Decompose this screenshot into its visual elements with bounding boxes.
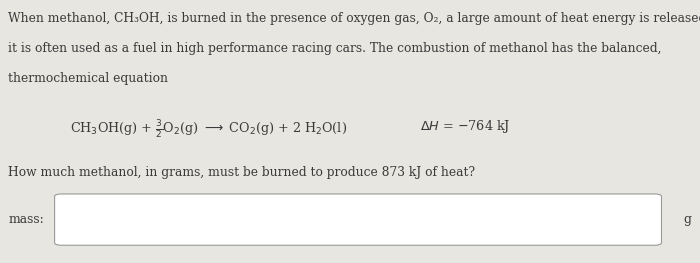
Text: How much methanol, in grams, must be burned to produce 873 kJ of heat?: How much methanol, in grams, must be bur… xyxy=(8,166,475,179)
Text: mass:: mass: xyxy=(8,213,44,226)
Text: $\Delta H$ = $-$764 kJ: $\Delta H$ = $-$764 kJ xyxy=(420,118,510,135)
Text: When methanol, CH₃OH, is burned in the presence of oxygen gas, O₂, a large amoun: When methanol, CH₃OH, is burned in the p… xyxy=(8,12,700,25)
Text: g: g xyxy=(684,213,692,226)
Text: it is often used as a fuel in high performance racing cars. The combustion of me: it is often used as a fuel in high perfo… xyxy=(8,42,662,55)
Text: CH$_3$OH(g) + $\frac{3}{2}$O$_2$(g) $\longrightarrow$ CO$_2$(g) + 2 H$_2$O(l): CH$_3$OH(g) + $\frac{3}{2}$O$_2$(g) $\lo… xyxy=(70,118,347,140)
Text: thermochemical equation: thermochemical equation xyxy=(8,72,169,85)
FancyBboxPatch shape xyxy=(55,194,662,245)
